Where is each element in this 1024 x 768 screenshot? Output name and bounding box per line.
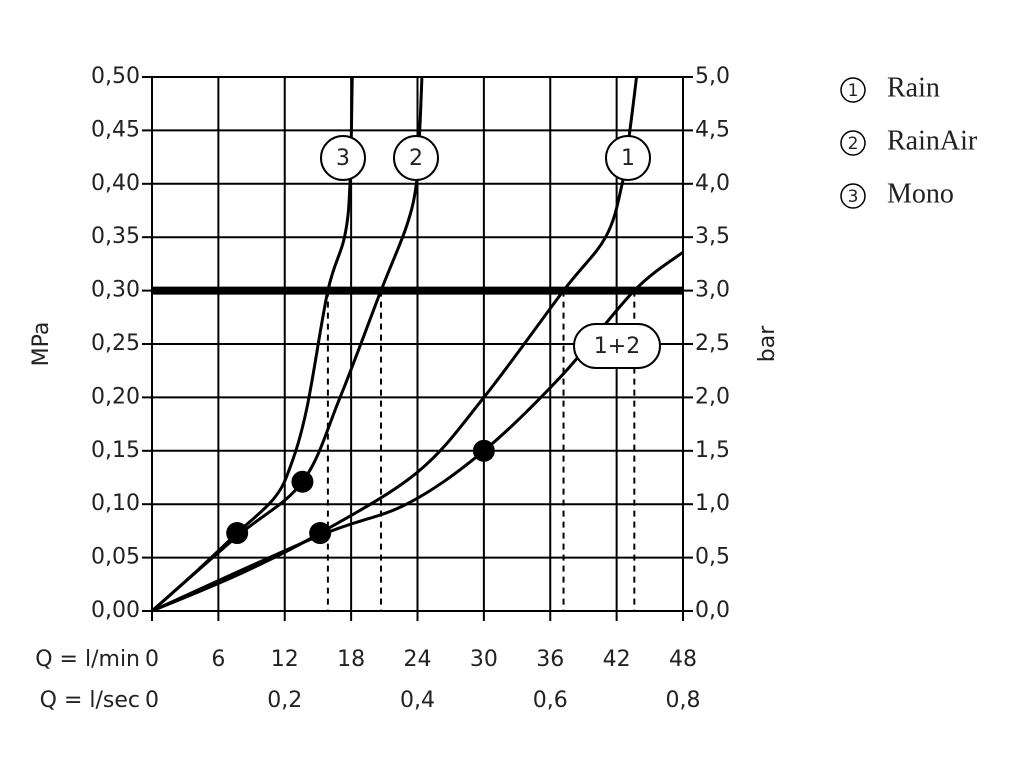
legend-key [840, 77, 866, 103]
legend-label: RainAir [887, 125, 978, 156]
y2-tick-label: 4,5 [695, 117, 730, 142]
x-tick-label: 42 [603, 647, 631, 672]
y-tick-label: 0,00 [91, 598, 140, 623]
marker-dot [309, 522, 332, 545]
x-tick-label: 18 [337, 647, 365, 672]
curve-label-box [393, 135, 439, 181]
legend-key [840, 183, 866, 209]
x-tick-label: 6 [211, 647, 225, 672]
y-tick-label: 0,15 [91, 438, 140, 463]
curve-label: 2 [409, 146, 423, 171]
legend-key-label: 3 [848, 187, 859, 207]
marker-dot [226, 522, 249, 545]
y-tick-label: 0,05 [91, 545, 140, 570]
y-tick-label: 0,45 [91, 117, 140, 142]
x-tick-label: 0 [145, 647, 159, 672]
marker-dot [291, 470, 314, 493]
y2-tick-label: 3,5 [695, 224, 730, 249]
x2-tick-label: 0,8 [666, 688, 701, 713]
y2-tick-label: 1,0 [695, 491, 730, 516]
x-tick-label: 24 [404, 647, 432, 672]
x-tick-label: 36 [536, 647, 564, 672]
y2-tick-label: 2,0 [695, 384, 730, 409]
y-tick-label: 0,35 [91, 224, 140, 249]
y-tick-label: 0,10 [91, 491, 140, 516]
y2-tick-label: 0,0 [695, 598, 730, 623]
y2-tick-label: 4,0 [695, 171, 730, 196]
x2-axis-title: Q = l/sec [40, 688, 140, 713]
x2-tick-label: 0 [145, 688, 159, 713]
y-axis-title: MPa [29, 322, 54, 367]
legend-key-label: 2 [848, 134, 859, 154]
y2-tick-label: 2,5 [695, 331, 730, 356]
x2-tick-label: 0,2 [267, 688, 302, 713]
y2-axis-title: bar [755, 325, 780, 362]
x-axis-title: Q = l/min [35, 647, 140, 672]
y-tick-label: 0,40 [91, 171, 140, 196]
y2-tick-label: 0,5 [695, 545, 730, 570]
x2-tick-label: 0,6 [533, 688, 568, 713]
curve-label-box [605, 135, 651, 181]
curve-label: 3 [336, 146, 350, 171]
curve-label-box [573, 323, 661, 369]
y-tick-label: 0,30 [91, 278, 140, 303]
y2-tick-label: 1,5 [695, 438, 730, 463]
legend-label: Mono [887, 178, 954, 209]
curve [151, 76, 354, 613]
x-tick-label: 12 [271, 647, 299, 672]
curve-label-box [320, 135, 366, 181]
x-tick-label: 30 [470, 647, 498, 672]
curve-label: 1 [621, 146, 635, 171]
y-tick-label: 0,50 [91, 64, 140, 89]
marker-dot [472, 439, 495, 462]
legend-label: Rain [887, 72, 940, 103]
y2-tick-label: 3,0 [695, 278, 730, 303]
curve-label: 1+2 [594, 334, 640, 359]
y2-tick-label: 5,0 [695, 64, 730, 89]
x-tick-label: 48 [669, 647, 697, 672]
y-tick-label: 0,20 [91, 384, 140, 409]
x2-tick-label: 0,4 [400, 688, 435, 713]
legend-key-label: 1 [848, 81, 859, 101]
legend-key [840, 130, 866, 156]
y-tick-label: 0,25 [91, 331, 140, 356]
